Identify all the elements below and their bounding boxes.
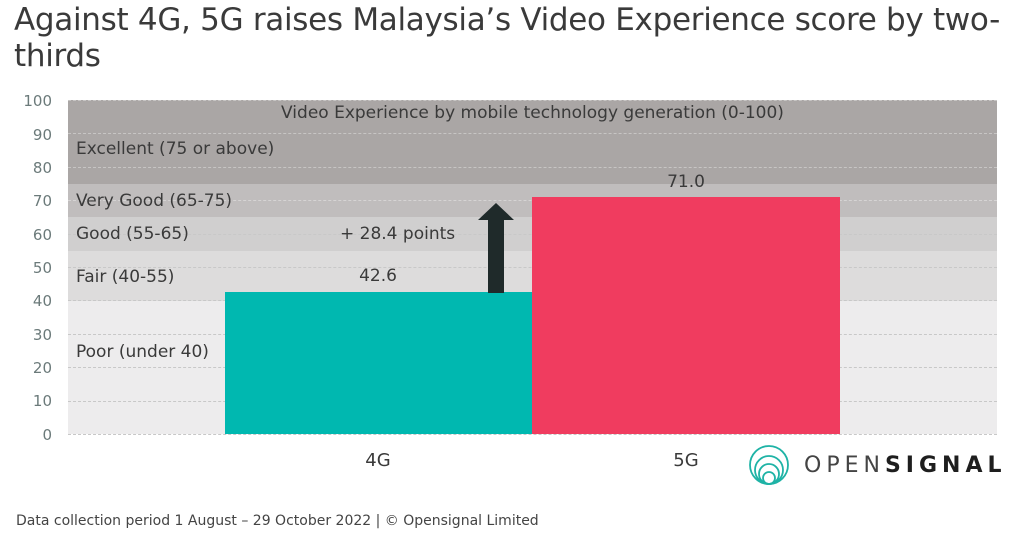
gridline xyxy=(68,133,997,134)
opensignal-rings-icon xyxy=(749,445,789,485)
band-label-very-good: Very Good (65-75) xyxy=(76,191,233,211)
value-label-4g: 42.6 xyxy=(359,266,397,286)
bar-4g xyxy=(225,292,532,434)
y-tick: 100 xyxy=(23,92,52,110)
delta-annotation: + 28.4 points xyxy=(340,224,456,244)
logo-wordmark: OPENSIGNAL xyxy=(804,453,1007,478)
footer-note: Data collection period 1 August – 29 Oct… xyxy=(16,513,539,529)
y-tick: 0 xyxy=(42,426,52,444)
band-excellent xyxy=(68,100,997,184)
y-tick: 90 xyxy=(32,126,52,144)
plot-area: Video Experience by mobile technology ge… xyxy=(68,100,997,435)
value-label-5g: 71.0 xyxy=(667,172,705,192)
y-tick: 70 xyxy=(32,192,52,210)
logo-text-open: OPEN xyxy=(804,452,885,478)
chart-title: Against 4G, 5G raises Malaysia’s Video E… xyxy=(14,2,1001,74)
bar-5g xyxy=(532,197,840,434)
opensignal-logo: OPENSIGNAL xyxy=(748,444,1007,486)
y-tick: 40 xyxy=(32,292,52,310)
band-label-fair: Fair (40-55) xyxy=(76,267,175,287)
up-arrow-icon xyxy=(478,203,514,293)
y-tick: 50 xyxy=(32,259,52,277)
y-tick: 10 xyxy=(32,392,52,410)
logo-text-signal: SIGNAL xyxy=(884,452,1007,478)
band-label-excellent: Excellent (75 or above) xyxy=(76,139,275,159)
band-label-good: Good (55-65) xyxy=(76,224,189,244)
y-tick: 30 xyxy=(32,326,52,344)
x-label-5g: 5G xyxy=(673,450,699,471)
y-tick: 80 xyxy=(32,159,52,177)
gridline xyxy=(68,167,997,168)
band-label-poor: Poor (under 40) xyxy=(76,342,209,362)
gridline xyxy=(68,434,997,435)
y-tick: 20 xyxy=(32,359,52,377)
gridline xyxy=(68,100,997,101)
chart-subtitle: Video Experience by mobile technology ge… xyxy=(281,103,784,123)
y-tick: 60 xyxy=(32,226,52,244)
x-label-4g: 4G xyxy=(365,450,391,471)
